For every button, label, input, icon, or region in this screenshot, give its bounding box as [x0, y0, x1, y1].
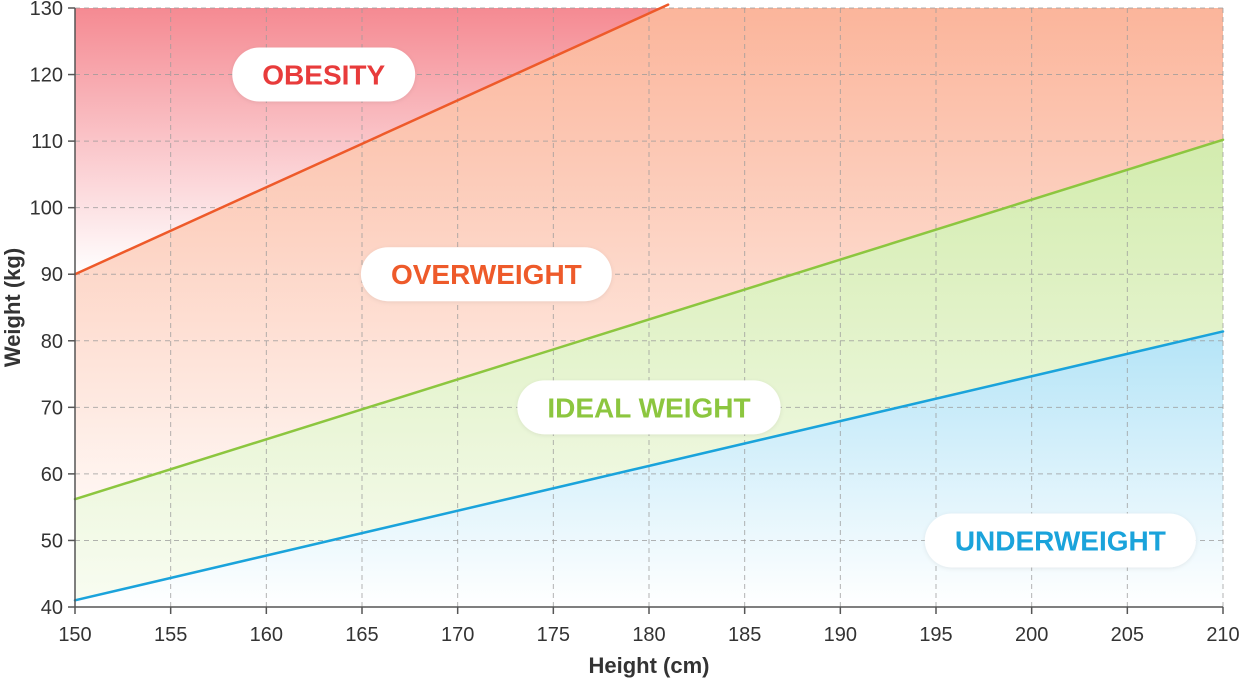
- zone-label-text: UNDERWEIGHT: [955, 525, 1166, 556]
- boundary-lines: [73, 3, 1225, 602]
- x-tick-label: 170: [441, 624, 474, 646]
- boundary-line-underweight-ideal: [73, 330, 1225, 602]
- x-tick-label: 190: [824, 624, 857, 646]
- axes: 150 155 160 165 170 175 180 185 190 195 200 205 210 4…: [30, 0, 1240, 646]
- boundary-line-overweight-obesity: [73, 3, 670, 276]
- x-tick-label: 165: [345, 624, 378, 646]
- y-tick-label: 80: [41, 331, 63, 353]
- zone-label-pill: [517, 380, 781, 435]
- grid: [75, 7, 1224, 607]
- y-tick-label: 40: [41, 597, 63, 619]
- zone-label-pill: [360, 247, 612, 302]
- x-tick-label: 155: [154, 624, 187, 646]
- zone-label-text: OBESITY: [262, 60, 385, 91]
- x-tick-label: 185: [728, 624, 761, 646]
- y-tick-label: 60: [41, 464, 63, 486]
- y-tick-label: 90: [41, 264, 63, 286]
- zone-label-pill: [924, 513, 1196, 568]
- zone-label-ideal: IDEAL WEIGHT: [517, 380, 781, 435]
- zone-label-text: IDEAL WEIGHT: [547, 392, 750, 423]
- y-tick-label: 110: [31, 131, 63, 153]
- y-tick-label: 70: [41, 397, 63, 419]
- y-tick-label: 120: [30, 65, 63, 87]
- x-tick-label: 200: [1015, 624, 1048, 646]
- zone-labels: OBESITY OVERWEIGHT IDEAL WEIGHT UNDERWEIGHT: [232, 47, 1196, 568]
- zone-label-obesity: OBESITY: [232, 47, 416, 102]
- zone-label-underweight: UNDERWEIGHT: [924, 513, 1196, 568]
- y-tick-label: 50: [41, 530, 63, 552]
- boundary-line-ideal-overweight: [73, 138, 1225, 501]
- zone-label-text: OVERWEIGHT: [391, 259, 582, 290]
- x-tick-label: 195: [919, 624, 952, 646]
- x-tick-label: 205: [1111, 624, 1144, 646]
- zone-label-pill: [232, 47, 416, 102]
- zone-label-overweight: OVERWEIGHT: [360, 247, 612, 302]
- y-tick-label: 100: [30, 198, 63, 220]
- x-axis-label: Height (cm): [589, 653, 710, 678]
- y-axis-label: Weight (kg): [0, 248, 25, 367]
- x-tick-label: 210: [1206, 624, 1239, 646]
- x-tick-label: 160: [250, 624, 283, 646]
- y-tick-label: 130: [30, 0, 63, 20]
- x-tick-label: 180: [632, 624, 665, 646]
- x-tick-label: 150: [58, 624, 91, 646]
- x-tick-label: 175: [537, 624, 570, 646]
